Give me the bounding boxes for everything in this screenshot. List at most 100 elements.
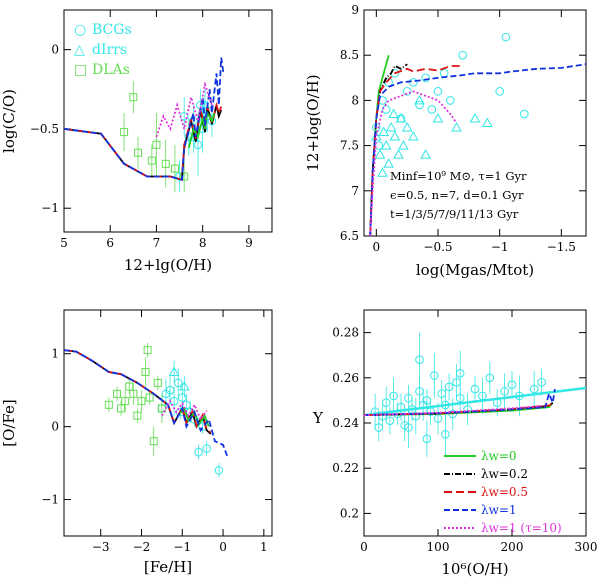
- model-curve: [64, 57, 225, 181]
- plot-area: −3 −2 −1 0 1 −1 0 1: [41, 310, 272, 554]
- data-point-dirrs: [168, 366, 180, 376]
- data-point-dirrs: [481, 117, 493, 127]
- legend-label: λw=0.2: [481, 467, 528, 481]
- data-point-dirrs: [178, 381, 190, 391]
- x-axis-label: log(Mgas/Mtot): [416, 261, 534, 279]
- plot-area: 0 −0.5 −1 −1.5 6.5 7 7.5 8 8.5 9: [340, 3, 586, 254]
- data-point-dlas: [143, 346, 152, 355]
- data-point-dlas: [120, 128, 129, 137]
- x-tick-label: 5: [60, 236, 68, 250]
- data-point-bcgs: [404, 423, 413, 432]
- x-tick-label: −2: [133, 540, 151, 554]
- data-point-bcgs: [515, 391, 524, 401]
- legend-label: λw=1 (τ=10): [481, 521, 562, 535]
- x-tick-label: −1.5: [547, 240, 576, 254]
- annotation-times: t=1/3/5/7/9/11/13 Gyr: [390, 207, 519, 221]
- data-point-bcgs: [194, 447, 203, 457]
- y-tick-label: 0.26: [332, 371, 359, 385]
- data-point-bcgs: [478, 391, 487, 401]
- legend-marker-dlas: □: [74, 62, 87, 78]
- data-point-dirrs: [380, 140, 392, 150]
- data-point-bcgs: [381, 105, 391, 114]
- data-point-bcgs: [433, 87, 443, 96]
- legend-label: λw=0: [481, 449, 517, 463]
- y-tick-label: 8: [351, 93, 359, 107]
- legend: λw=0 λw=0.2 λw=0.5 λw=1 λw=1 (τ=10): [444, 449, 562, 535]
- y-axis-label: [O/Fe]: [0, 399, 18, 447]
- data-point-dlas: [125, 382, 134, 391]
- data-point-dirrs: [395, 112, 407, 123]
- x-tick-label: 200: [501, 540, 524, 554]
- legend-marker-dirrs: △: [74, 42, 85, 58]
- data-point-bcgs: [455, 368, 465, 378]
- y-tick-label: 0.24: [332, 416, 359, 430]
- data-point-bcgs: [415, 355, 424, 365]
- data-point-bcgs: [389, 391, 398, 401]
- x-tick-label: 9: [245, 236, 253, 250]
- y-tick-label: 0: [51, 420, 59, 434]
- data-point-bcgs: [214, 466, 224, 475]
- data-point-bcgs: [501, 32, 511, 42]
- data-point-bcgs: [495, 87, 504, 96]
- x-tick-label: 300: [575, 540, 598, 554]
- model-curve: [369, 54, 390, 236]
- data-point-bcgs: [426, 407, 435, 417]
- legend: ○ BCGs △ dIrrs □ DLAs: [74, 22, 132, 78]
- x-tick-label: −1: [173, 540, 191, 554]
- y-axis-label: Y: [312, 409, 324, 427]
- legend-label-bcgs: BCGs: [92, 22, 132, 38]
- x-tick-label: −3: [92, 540, 110, 554]
- data-point-dlas: [149, 437, 158, 446]
- data-point-dirrs: [378, 126, 390, 137]
- data-point-dirrs: [469, 112, 481, 123]
- plot-marks: [64, 342, 228, 478]
- data-point-bcgs: [415, 100, 424, 110]
- x-tick-label: 0: [219, 540, 227, 554]
- panel-top-left: 5 6 7 8 9 −1 −0.5 0 12+lg(O/H) log(C/O) ○ BCGs …: [0, 9, 273, 274]
- data-point-dirrs: [388, 108, 399, 118]
- data-point-bcgs: [446, 96, 455, 105]
- x-tick-label: 1: [260, 540, 268, 554]
- model-curve: [364, 405, 542, 416]
- model-curve: [369, 63, 586, 236]
- data-point-bcgs: [470, 384, 480, 394]
- data-point-bcgs: [421, 73, 430, 83]
- x-tick-label: 0: [373, 240, 381, 254]
- x-axis-label: 10⁶(O/H): [441, 560, 508, 578]
- data-point-dirrs: [377, 167, 388, 177]
- data-point-dlas: [145, 393, 154, 402]
- y-tick-label: 0.28: [332, 326, 359, 340]
- legend-label-dlas: DLAs: [92, 62, 130, 78]
- data-point-bcgs: [411, 411, 421, 421]
- data-point-dirrs: [393, 149, 404, 159]
- data-point-dirrs: [420, 149, 432, 159]
- panel-bottom-right: 0 100 200 300 0.2 0.22 0.24 0.26 0.28 10⁶(O/H) Y…: [312, 309, 598, 578]
- plot-frame: [63, 9, 273, 233]
- panel-bottom-left: −3 −2 −1 0 1 −1 0 1 [Fe/H] [O/Fe]: [0, 309, 273, 576]
- data-point-bcgs: [458, 50, 467, 60]
- data-point-bcgs: [485, 373, 495, 383]
- y-tick-label: −0.5: [30, 122, 59, 136]
- data-point-dlas: [170, 164, 179, 173]
- x-tick-label: 6: [106, 236, 114, 250]
- data-point-bcgs: [520, 109, 529, 119]
- data-point-dlas: [129, 389, 138, 398]
- annotation-params: ϵ=0.5, n=7, d=0.1 Gyr: [390, 188, 524, 202]
- data-point-dlas: [133, 411, 142, 420]
- legend-label: λw=1: [481, 503, 517, 517]
- y-tick-label: 9: [351, 3, 359, 17]
- data-point-bcgs: [500, 387, 509, 396]
- plot-frame: [363, 9, 587, 237]
- model-curve: [364, 388, 556, 416]
- y-tick-label: 1: [51, 347, 59, 361]
- y-tick-label: 0: [51, 43, 59, 57]
- data-point-bcgs: [193, 140, 203, 150]
- data-point-bcgs: [492, 398, 502, 407]
- data-point-bcgs: [507, 380, 517, 389]
- data-point-bcgs: [402, 87, 412, 96]
- model-curve: [369, 90, 458, 236]
- x-tick-label: 0: [360, 540, 368, 554]
- y-tick-label: −1: [41, 493, 59, 507]
- x-tick-label: 100: [427, 540, 450, 554]
